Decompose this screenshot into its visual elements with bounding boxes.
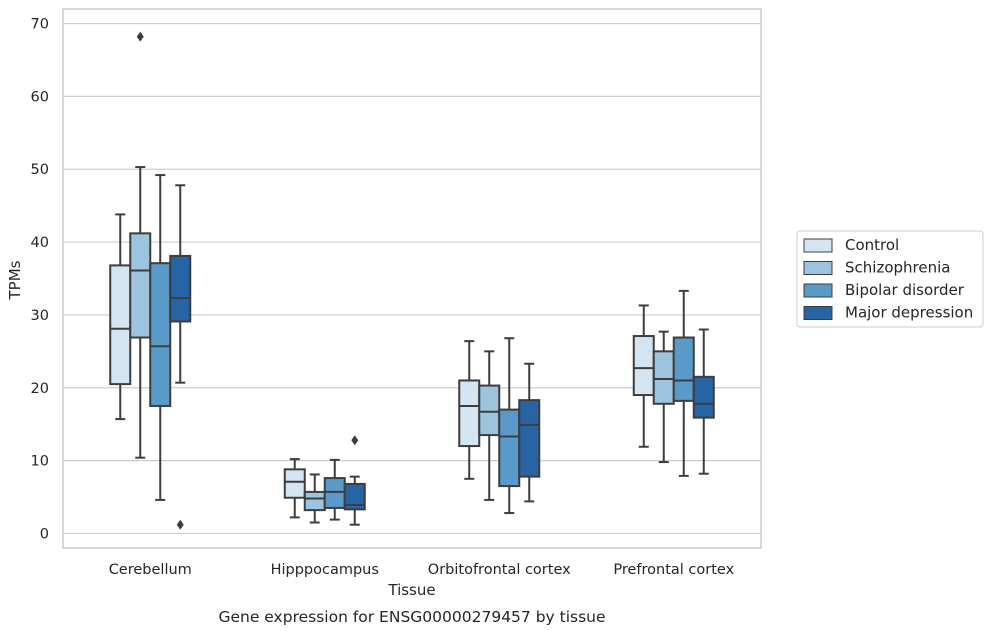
box-major-depression <box>692 328 715 475</box>
box-major-depression <box>169 184 192 530</box>
box-iqr <box>323 477 346 509</box>
box-iqr <box>149 262 172 407</box>
box-control <box>283 458 306 519</box>
legend-label: Bipolar disorder <box>845 281 965 299</box>
box-control <box>109 213 132 421</box>
box-major-depression <box>343 435 366 526</box>
legend-frame <box>796 230 984 328</box>
legend-swatch <box>803 306 833 320</box>
box-iqr <box>692 375 715 419</box>
box-iqr <box>169 254 192 323</box>
box-iqr <box>672 336 695 402</box>
box-iqr <box>498 408 521 488</box>
box-iqr <box>458 379 481 448</box>
box-iqr <box>343 482 366 511</box>
box-bipolar-disorder <box>498 337 521 515</box>
y-tick-label: 20 <box>31 381 49 397</box>
outlier-point <box>176 519 184 530</box>
box-iqr <box>303 490 326 512</box>
chart-caption: Gene expression for ENSG00000279457 by t… <box>218 608 605 626</box>
box-iqr <box>632 335 655 397</box>
x-tick-label: Prefrontal cortex <box>613 562 734 578</box>
y-tick-label: 10 <box>31 454 49 470</box>
y-tick-label: 50 <box>31 162 49 178</box>
y-tick-label: 0 <box>40 526 49 542</box>
box-schizophrenia <box>129 31 152 459</box>
x-tick-label: Hipppocampus <box>271 562 379 578</box>
legend-swatch <box>803 261 833 275</box>
outlier-point <box>351 435 359 446</box>
legend-label: Schizophrenia <box>845 259 950 277</box>
outlier-point <box>136 31 144 42</box>
y-tick-labels: 0 10 20 30 40 50 60 70 <box>31 17 49 543</box>
box-iqr <box>129 232 152 339</box>
y-axis-label: TPMs <box>6 260 24 300</box>
x-tick-label: Orbitofrontal cortex <box>428 562 571 578</box>
box-iqr <box>478 384 501 437</box>
legend-label: Major depression <box>845 304 973 322</box>
box-control <box>458 340 481 480</box>
box-layer <box>109 31 715 530</box>
x-tick-labels: Cerebellum Hipppocampus Orbitofrontal cort… <box>109 562 735 578</box>
box-iqr <box>652 350 675 405</box>
legend-swatch <box>803 238 833 253</box>
plot-frame <box>62 8 762 549</box>
box-schizophrenia <box>652 330 675 464</box>
y-tick-label: 40 <box>31 235 49 251</box>
legend: Control Schizophrenia Bipolar disorder Majo… <box>796 230 984 328</box>
box-bipolar-disorder <box>149 174 172 501</box>
x-axis-label: Tissue <box>387 581 435 599</box>
box-iqr <box>283 468 306 499</box>
box-major-depression <box>518 362 541 503</box>
y-tick-label: 60 <box>31 89 49 105</box>
legend-swatch <box>803 283 833 298</box>
x-tick-label: Cerebellum <box>109 562 192 578</box>
box-bipolar-disorder <box>672 289 695 477</box>
box-schizophrenia <box>303 473 326 524</box>
y-tick-label: 70 <box>31 17 49 33</box>
y-tick-label: 30 <box>31 308 49 324</box>
box-iqr <box>518 399 541 478</box>
legend-label: Control <box>845 236 899 254</box>
box-iqr <box>109 264 132 386</box>
